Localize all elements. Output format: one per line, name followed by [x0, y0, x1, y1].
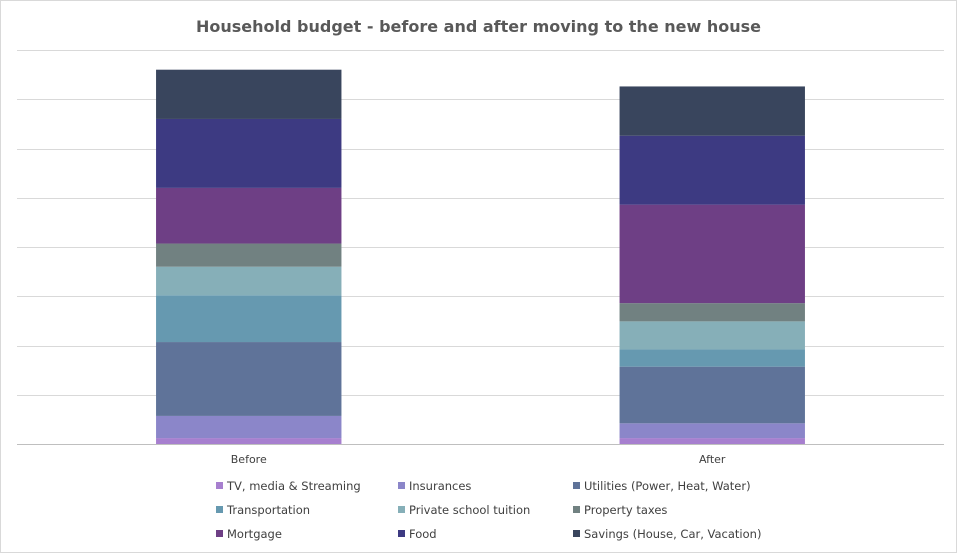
bar-segment-before-1: [156, 415, 342, 439]
bar-segment-after-7: [619, 135, 805, 205]
bar-segment-before-4: [156, 266, 342, 296]
legend-label: Savings (House, Car, Vacation): [584, 527, 762, 541]
legend-item: Transportation: [216, 503, 310, 517]
legend-item: Mortgage: [216, 527, 282, 541]
legend-label: Utilities (Power, Heat, Water): [584, 479, 751, 493]
legend-swatch: [398, 530, 405, 537]
legend-label: Insurances: [409, 479, 472, 493]
bars: [156, 69, 805, 444]
bar-segment-after-2: [619, 366, 805, 424]
legend-swatch: [216, 506, 223, 513]
legend-swatch: [216, 530, 223, 537]
legend-label: TV, media & Streaming: [227, 479, 361, 493]
chart-title: Household budget - before and after movi…: [196, 17, 761, 36]
x-tick-labels: Before After: [231, 453, 726, 466]
legend-item: Savings (House, Car, Vacation): [573, 527, 761, 541]
bar-segment-after-1: [619, 423, 805, 439]
bar-segment-after-4: [619, 321, 805, 350]
legend-label: Property taxes: [584, 503, 668, 517]
bar-segment-before-5: [156, 243, 342, 267]
x-tick-label: After: [699, 453, 726, 466]
bar-segment-after-8: [619, 86, 805, 136]
legend-item: Utilities (Power, Heat, Water): [573, 479, 751, 493]
legend-swatch: [573, 482, 580, 489]
legend-label: Private school tuition: [409, 503, 531, 517]
bar-segment-before-6: [156, 187, 342, 244]
legend-label: Food: [409, 527, 437, 541]
legend-label: Mortgage: [227, 527, 282, 541]
bar-segment-after-5: [619, 303, 805, 322]
legend-item: Property taxes: [573, 503, 667, 517]
legend-swatch: [216, 482, 223, 489]
legend-label: Transportation: [227, 503, 311, 517]
legend-swatch: [398, 482, 405, 489]
x-tick-label: Before: [231, 453, 267, 466]
legend-swatch: [573, 530, 580, 537]
legend-item: TV, media & Streaming: [216, 479, 361, 493]
bar-segment-before-0: [156, 438, 342, 444]
bar-segment-after-3: [619, 349, 805, 367]
legend-item: Food: [398, 527, 437, 541]
bar-segment-before-3: [156, 295, 342, 343]
bar-segment-after-0: [619, 438, 805, 444]
bar-segment-after-6: [619, 204, 805, 304]
legend-item: Insurances: [398, 479, 471, 493]
bar-segment-before-8: [156, 69, 342, 119]
bar-segment-before-2: [156, 342, 342, 416]
legend-swatch: [573, 506, 580, 513]
legend-item: Private school tuition: [398, 503, 530, 517]
bar-segment-before-7: [156, 118, 342, 188]
legend-swatch: [398, 506, 405, 513]
